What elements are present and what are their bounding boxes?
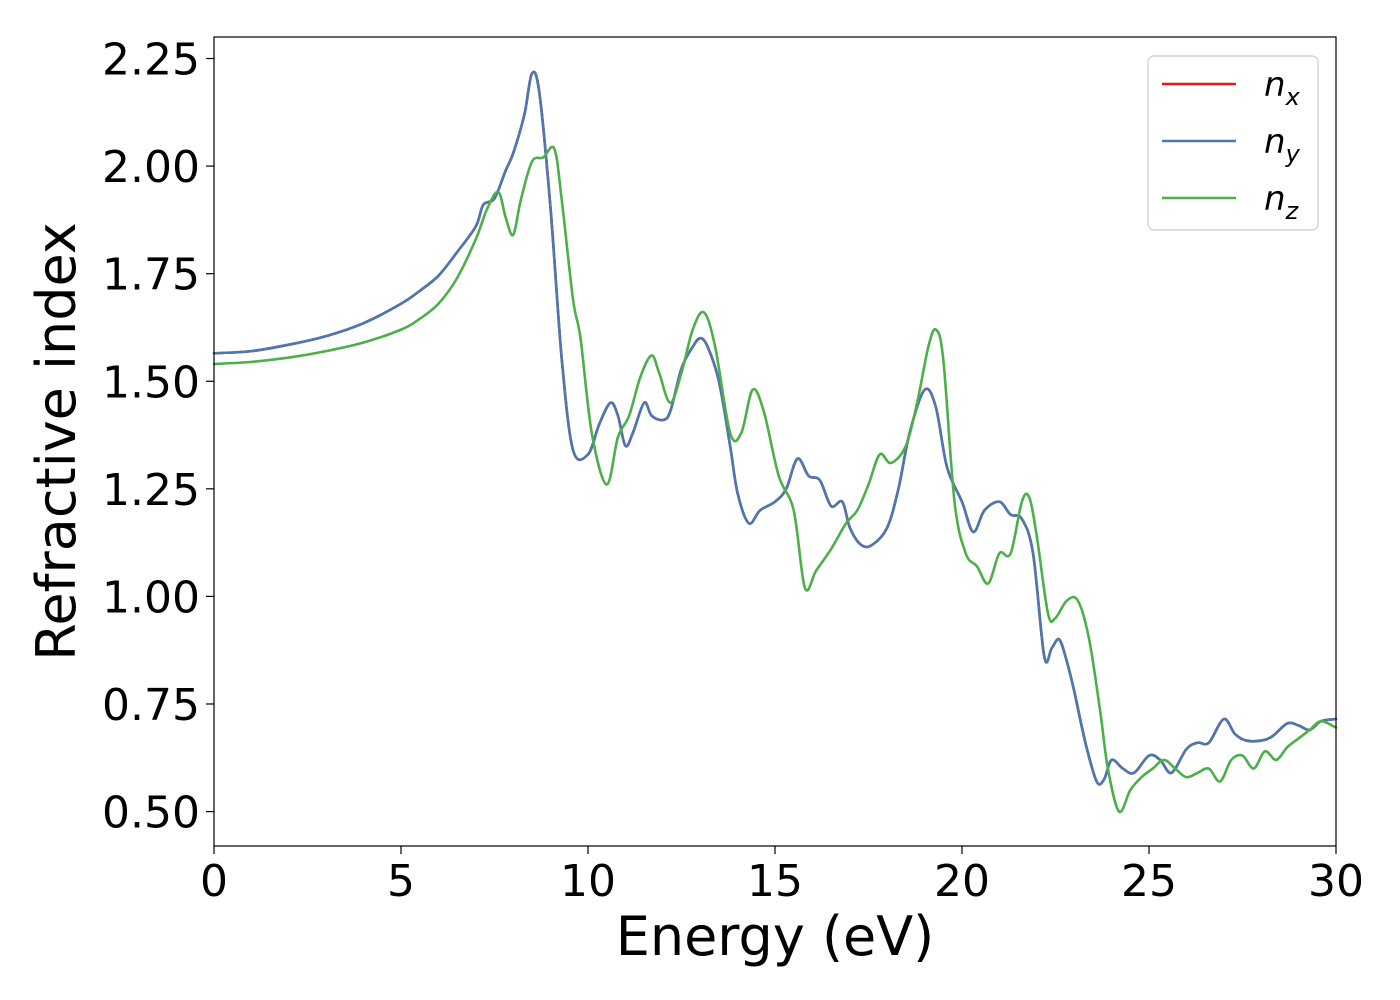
y-tick-label: 2.25 xyxy=(102,35,200,86)
legend-label-base: n xyxy=(1264,122,1286,162)
x-axis-title: Energy (eV) xyxy=(616,905,935,968)
legend-label-subscript: y xyxy=(1285,140,1301,168)
y-axis: 0.50 0.75 1.00 1.25 1.50 1.75 2.00 2.25 xyxy=(102,35,214,839)
legend-label-base: n xyxy=(1264,179,1286,219)
y-tick-label: 1.50 xyxy=(102,357,200,408)
series-line-n-z xyxy=(212,145,1338,814)
x-tick-label: 25 xyxy=(1121,856,1177,907)
x-tick-label: 5 xyxy=(387,856,415,907)
y-axis-title: Refractive index xyxy=(25,222,88,661)
x-tick-label: 30 xyxy=(1308,856,1364,907)
y-tick-label: 2.00 xyxy=(102,142,200,193)
y-tick-label: 1.25 xyxy=(102,465,200,516)
legend-label-subscript: z xyxy=(1285,197,1300,225)
legend-label: nz xyxy=(1264,179,1300,225)
x-tick-label: 10 xyxy=(560,856,616,907)
y-tick-label: 1.00 xyxy=(102,572,200,623)
y-tick-label: 1.75 xyxy=(102,250,200,301)
x-tick-label: 15 xyxy=(747,856,803,907)
legend-label: nx xyxy=(1264,65,1301,111)
x-axis: 0 5 10 15 20 25 30 xyxy=(200,846,1364,907)
x-tick-label: 20 xyxy=(934,856,990,907)
legend-label: ny xyxy=(1264,122,1301,168)
y-tick-label: 0.75 xyxy=(102,680,200,731)
series-line-n-y xyxy=(212,70,1338,786)
legend-box xyxy=(1147,55,1319,231)
legend-label-base: n xyxy=(1264,65,1286,105)
legend-label-subscript: x xyxy=(1285,83,1301,111)
y-tick-label: 0.50 xyxy=(102,788,200,839)
series-layer xyxy=(212,70,1338,814)
x-tick-label: 0 xyxy=(200,856,228,907)
